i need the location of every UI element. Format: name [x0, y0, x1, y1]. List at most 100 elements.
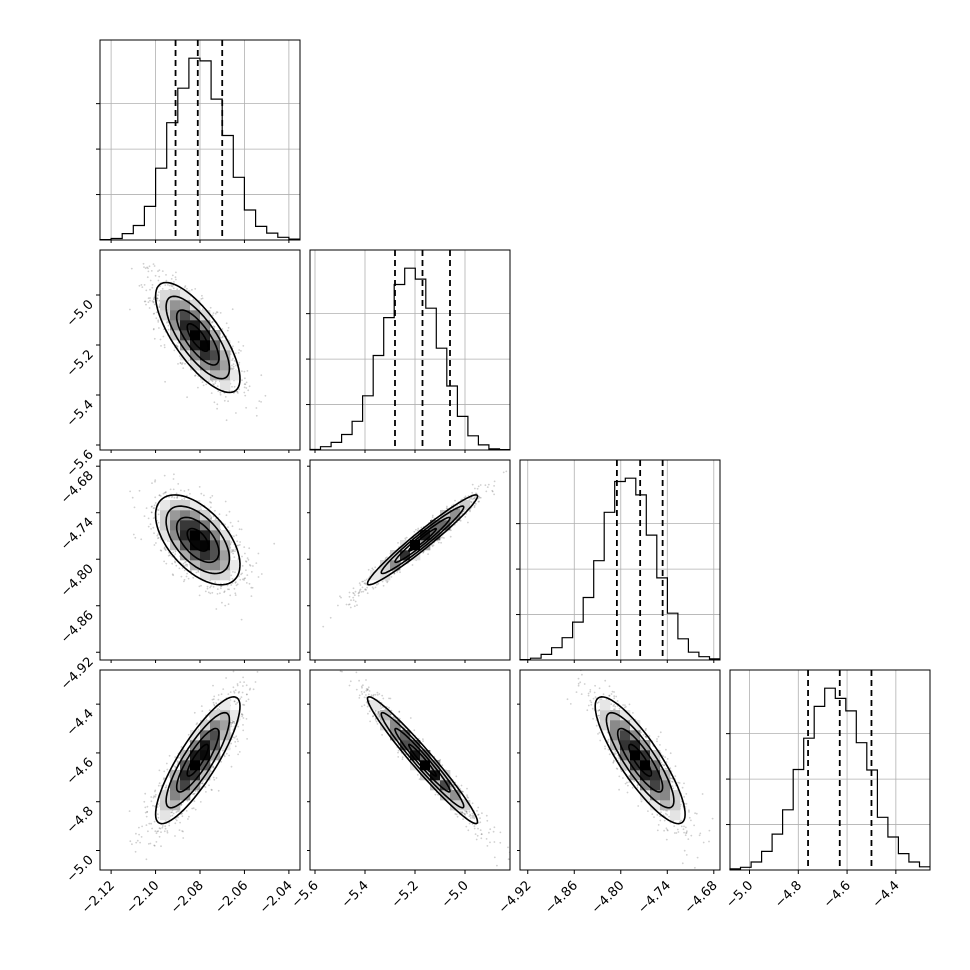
scatter-point [230, 723, 233, 726]
density-block [160, 530, 171, 541]
scatter-point [236, 390, 238, 393]
scatter-point [149, 288, 151, 291]
scatter-point [223, 399, 226, 402]
scatter-point [150, 800, 153, 803]
scatter-point [239, 697, 242, 700]
scatter-point [243, 391, 246, 394]
density-block [210, 560, 221, 571]
scatter-point [366, 586, 368, 589]
scatter-point [181, 363, 183, 365]
scatter-point [191, 288, 193, 291]
scatter-point [233, 587, 236, 590]
scatter-point [186, 287, 188, 290]
scatter-point [175, 492, 178, 495]
scatter-point [163, 344, 166, 346]
scatter-point [175, 278, 177, 281]
density-block [410, 540, 421, 551]
scatter-point [239, 541, 242, 543]
scatter-point [339, 595, 341, 598]
scatter-point [173, 349, 176, 352]
scatter-point [232, 552, 235, 555]
scatter-point [239, 578, 242, 581]
scatter-point [471, 491, 474, 494]
scatter-point [217, 707, 219, 710]
scatter-point [147, 843, 150, 845]
scatter-point [219, 393, 222, 396]
scatter-point [449, 520, 452, 522]
density-block [190, 360, 201, 371]
scatter-point [352, 587, 355, 590]
scatter-point [174, 818, 177, 820]
scatter-point [212, 698, 215, 701]
density-block [190, 500, 201, 511]
scatter-point [155, 317, 158, 320]
scatter-point [147, 517, 150, 520]
scatter-point [237, 725, 240, 728]
scatter-point [243, 681, 246, 683]
scatter-point [164, 827, 167, 830]
scatter-point [171, 496, 173, 499]
scatter-point [167, 324, 170, 327]
scatter-point [192, 807, 195, 810]
scatter-point [234, 745, 237, 748]
scatter-point [141, 825, 143, 828]
panel-2d-r2-c0 [99, 459, 301, 661]
scatter-point [251, 586, 254, 589]
scatter-point [358, 590, 361, 593]
scatter-point [350, 599, 352, 602]
scatter-point [472, 497, 475, 500]
scatter-point [218, 513, 221, 516]
density-block [390, 560, 401, 571]
scatter-point [143, 266, 145, 268]
scatter-point [157, 319, 160, 322]
scatter-point [134, 850, 137, 853]
scatter-point [236, 583, 239, 586]
scatter-point [463, 496, 466, 499]
scatter-point [491, 489, 494, 492]
scatter-point [157, 513, 160, 516]
density-block [200, 570, 211, 581]
scatter-point [193, 800, 196, 803]
scatter-point [129, 308, 131, 311]
scatter-point [211, 760, 213, 762]
scatter-point [234, 550, 236, 553]
scatter-point [171, 811, 173, 814]
scatter-point [250, 595, 253, 597]
scatter-point [211, 765, 214, 768]
density-block [170, 520, 181, 531]
density-block [180, 520, 191, 531]
scatter-point [362, 580, 365, 583]
scatter-point [252, 565, 254, 567]
density-block [220, 370, 231, 381]
scatter-point [212, 325, 215, 328]
scatter-point [235, 364, 237, 367]
density-block [200, 330, 211, 341]
scatter-point [273, 542, 276, 545]
scatter-point [174, 561, 177, 564]
scatter-point [231, 359, 234, 362]
scatter-point [234, 594, 237, 596]
density-block [190, 530, 201, 541]
scatter-point [367, 568, 370, 571]
density-block [180, 350, 191, 361]
scatter-point [152, 301, 155, 304]
scatter-point [184, 561, 186, 564]
density-block [170, 310, 181, 321]
scatter-point [149, 279, 152, 282]
scatter-point [237, 740, 239, 743]
scatter-point [216, 588, 219, 590]
scatter-point [366, 592, 369, 595]
scatter-point [187, 733, 190, 736]
scatter-point [445, 507, 448, 510]
scatter-point [237, 544, 240, 547]
density-block [200, 350, 211, 361]
scatter-point [204, 590, 207, 593]
scatter-point [245, 693, 248, 696]
scatter-point [158, 327, 160, 329]
scatter-point [219, 391, 222, 394]
scatter-point [258, 400, 261, 402]
scatter-point [176, 345, 179, 348]
scatter-point [186, 572, 188, 575]
scatter-point [360, 591, 363, 593]
scatter-point [215, 608, 218, 610]
